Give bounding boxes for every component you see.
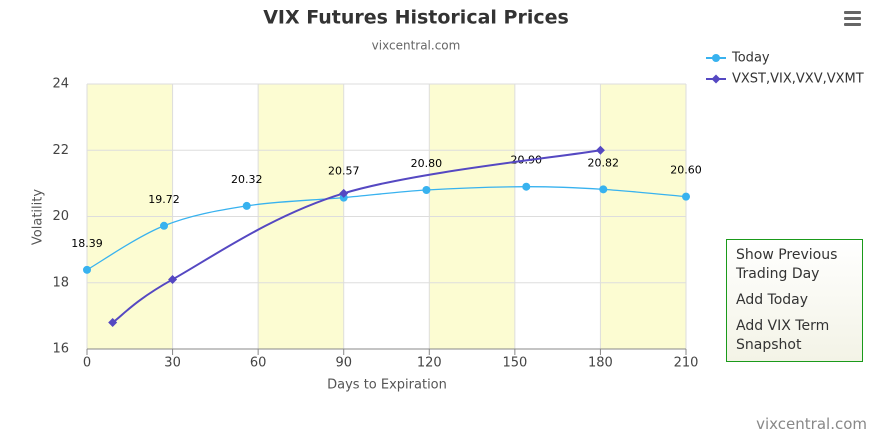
menu-item[interactable]: Show Previous Trading Day <box>736 247 838 282</box>
x-tick-label: 0 <box>83 356 91 371</box>
context-menu: Show Previous Trading Day Add Today Add … <box>726 239 863 362</box>
legend-label: Today <box>731 51 770 66</box>
data-label: 20.80 <box>411 157 443 170</box>
data-label: 20.82 <box>588 156 620 169</box>
legend-label: VXST,VIX,VXV,VXMT <box>732 72 864 87</box>
y-tick-label: 18 <box>52 275 69 290</box>
y-tick-label: 16 <box>52 342 69 357</box>
y-tick-label: 20 <box>52 209 69 224</box>
y-axis-label: Volatility <box>31 189 46 245</box>
credit: vixcentral.com <box>756 415 867 433</box>
chart-subtitle: vixcentral.com <box>372 39 461 53</box>
point <box>522 182 531 191</box>
point <box>160 221 169 230</box>
data-label: 20.32 <box>231 173 263 186</box>
point <box>339 188 349 198</box>
point <box>422 186 431 194</box>
x-tick-label: 90 <box>335 356 352 371</box>
x-tick-label: 60 <box>250 356 267 371</box>
legend-marker <box>712 54 720 62</box>
point <box>599 185 608 194</box>
data-label: 20.57 <box>328 165 360 178</box>
menu-icon[interactable] <box>844 11 861 26</box>
point <box>83 265 91 274</box>
x-tick-label: 150 <box>502 356 527 371</box>
y-tick-label: 24 <box>52 77 69 92</box>
menu-item[interactable]: Add Today <box>736 292 809 308</box>
data-label: 20.60 <box>670 164 702 177</box>
point <box>168 274 178 284</box>
chart-title: VIX Futures Historical Prices <box>263 7 569 29</box>
menu-item[interactable]: Add VIX Term Snapshot <box>736 318 830 353</box>
x-tick-label: 120 <box>417 356 442 371</box>
y-tick-label: 22 <box>52 143 69 158</box>
x-tick-label: 30 <box>164 356 181 371</box>
data-label: 19.72 <box>148 193 180 206</box>
point <box>108 318 118 327</box>
legend-marker <box>711 74 721 84</box>
x-tick-label: 180 <box>588 356 613 371</box>
data-label: 18.39 <box>71 237 103 250</box>
point <box>242 201 251 210</box>
series-line <box>112 149 601 324</box>
point <box>682 192 690 201</box>
x-axis-label: Days to Expiration <box>327 378 447 393</box>
point <box>595 145 605 155</box>
series-line <box>86 186 687 271</box>
x-tick-label: 210 <box>674 356 699 371</box>
